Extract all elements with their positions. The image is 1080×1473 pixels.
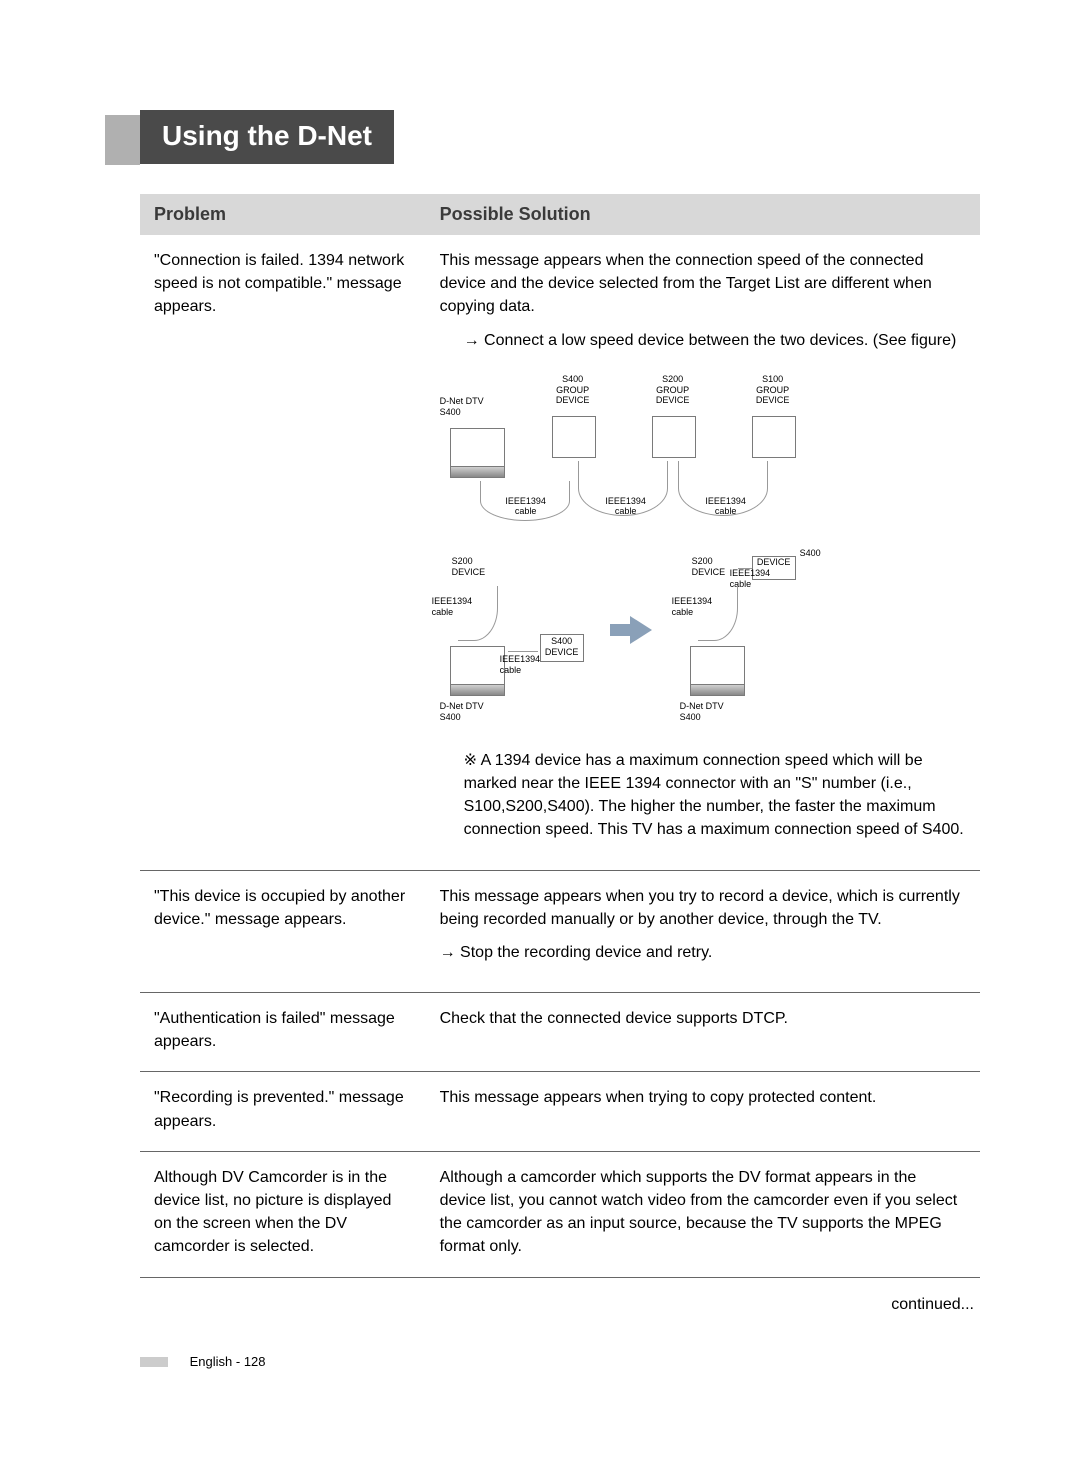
solution-action: Stop the recording device and retry. bbox=[440, 941, 966, 964]
cell-solution: This message appears when you try to rec… bbox=[426, 870, 980, 993]
table-row: "Connection is failed. 1394 network spee… bbox=[140, 235, 980, 870]
cell-problem: "Connection is failed. 1394 network spee… bbox=[140, 235, 426, 870]
solution-text: This message appears when the connection… bbox=[440, 249, 966, 319]
cable-line bbox=[508, 651, 538, 652]
cell-problem: "This device is occupied by another devi… bbox=[140, 870, 426, 993]
cell-problem: Although DV Camcorder is in the device l… bbox=[140, 1151, 426, 1277]
diagram-label: S200DEVICE bbox=[452, 556, 502, 578]
diagram-label: S200GROUPDEVICE bbox=[648, 374, 698, 406]
cell-problem: "Authentication is failed" message appea… bbox=[140, 993, 426, 1072]
cable-curve bbox=[698, 586, 738, 641]
diagram-label: D-Net DTVS400 bbox=[440, 396, 500, 418]
table-row: "Recording is prevented." message appear… bbox=[140, 1072, 980, 1151]
table-row: "Authentication is failed" message appea… bbox=[140, 993, 980, 1072]
footer-accent-bar bbox=[140, 1357, 168, 1367]
diagram-label: DEVICE bbox=[752, 557, 796, 568]
table-row: "This device is occupied by another devi… bbox=[140, 870, 980, 993]
cable-label: IEEE1394 cable bbox=[602, 496, 650, 517]
cell-solution: Although a camcorder which supports the … bbox=[426, 1151, 980, 1277]
diagram-label: S100GROUPDEVICE bbox=[748, 374, 798, 406]
page-footer: English - 128 bbox=[140, 1354, 980, 1369]
title-accent-bar bbox=[105, 115, 140, 165]
table-row: Although DV Camcorder is in the device l… bbox=[140, 1151, 980, 1277]
page-number: English - 128 bbox=[190, 1354, 266, 1369]
solution-text: This message appears when trying to copy… bbox=[440, 1086, 966, 1109]
solution-note: A 1394 device has a maximum connection s… bbox=[440, 749, 966, 842]
solution-text: Although a camcorder which supports the … bbox=[440, 1166, 966, 1259]
tv-icon bbox=[690, 646, 745, 696]
cell-problem: "Recording is prevented." message appear… bbox=[140, 1072, 426, 1151]
arrow-icon bbox=[630, 616, 652, 644]
tv-icon bbox=[450, 428, 505, 478]
diagram-label: D-Net DTVS400 bbox=[680, 701, 740, 723]
cable-label: IEEE1394cable bbox=[730, 568, 790, 590]
cell-solution: This message appears when trying to copy… bbox=[426, 1072, 980, 1151]
cable-curve bbox=[458, 586, 498, 641]
device-icon bbox=[652, 416, 696, 458]
solution-text: Check that the connected device supports… bbox=[440, 1007, 966, 1030]
continued-label: continued... bbox=[140, 1296, 980, 1314]
tv-icon bbox=[450, 646, 505, 696]
diagram-top: D-Net DTVS400 S400GROUPDEVICE S200GROUPD… bbox=[440, 366, 966, 731]
solution-text: This message appears when you try to rec… bbox=[440, 885, 966, 931]
table-header-row: Problem Possible Solution bbox=[140, 194, 980, 235]
diagram-label: S400 bbox=[800, 548, 850, 559]
diagram-label: S400GROUPDEVICE bbox=[548, 374, 598, 406]
page-root: Using the D-Net Problem Possible Solutio… bbox=[0, 0, 1080, 1429]
device-icon bbox=[752, 416, 796, 458]
page-title: Using the D-Net bbox=[140, 110, 394, 164]
cable-label: IEEE1394 cable bbox=[702, 496, 750, 517]
troubleshooting-table: Problem Possible Solution "Connection is… bbox=[140, 194, 980, 1278]
device-icon bbox=[552, 416, 596, 458]
diagram-label: D-Net DTVS400 bbox=[440, 701, 500, 723]
cell-solution: Check that the connected device supports… bbox=[426, 993, 980, 1072]
solution-action: Connect a low speed device between the t… bbox=[440, 329, 966, 352]
header-problem: Problem bbox=[140, 194, 426, 235]
cell-solution: This message appears when the connection… bbox=[426, 235, 980, 870]
cable-label: IEEE1394 cable bbox=[502, 496, 550, 517]
header-solution: Possible Solution bbox=[426, 194, 980, 235]
cable-label: IEEE1394cable bbox=[500, 654, 550, 676]
